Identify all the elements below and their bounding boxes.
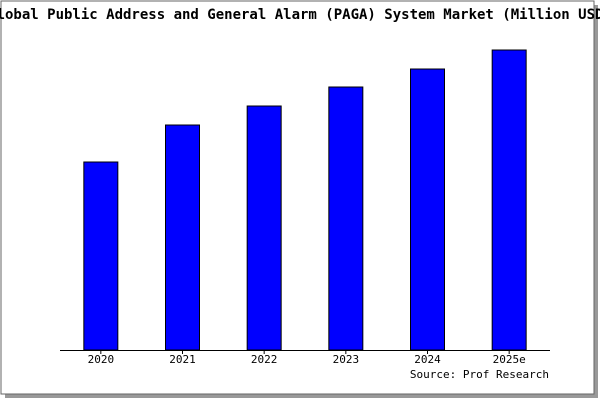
x-tick-label: 2020 [88,353,115,366]
bar [246,105,282,351]
x-tick-label: 2025e [493,353,526,366]
bar [491,49,527,351]
bar [165,124,200,351]
bar [410,68,445,351]
x-tick-label: 2022 [251,353,278,366]
source: Source: Prof Research [410,368,549,381]
x-tick-label: 2021 [169,353,196,366]
plot-area [60,44,550,350]
bar [328,86,364,351]
x-tick-label: 2023 [333,353,360,366]
chart-title: Global Public Address and General Alarm … [0,7,600,23]
x-tick-label: 2024 [414,353,441,366]
bar [83,161,119,351]
